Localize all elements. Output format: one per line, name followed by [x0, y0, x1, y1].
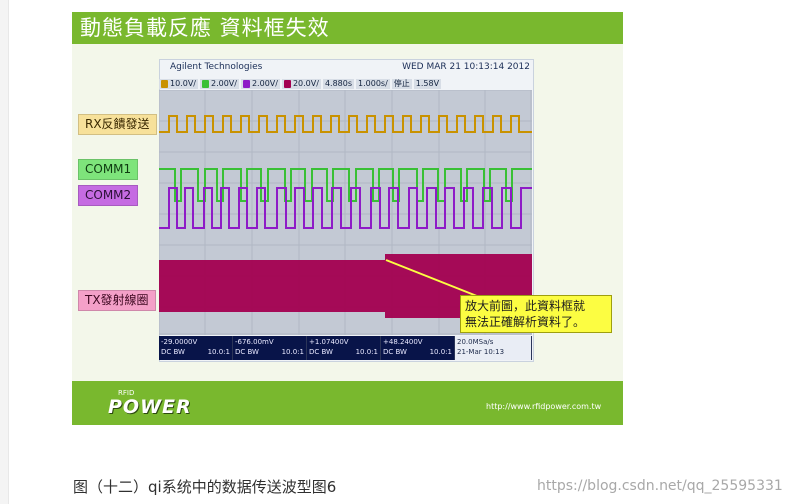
- site-url: http://www.rfidpower.com.tw: [486, 402, 602, 411]
- rx-trace: [159, 115, 532, 133]
- trigger-position: 4.880s: [322, 78, 355, 89]
- scope-status-row: 10.0V/ 2.00V/ 2.00V/ 20.0V/ 4.880s 1.000…: [159, 78, 531, 89]
- readout-3: +1.07400V DC BW 10.0:1: [307, 336, 381, 360]
- comm2-label: COMM2: [78, 185, 139, 206]
- brand-small: RFID: [118, 389, 135, 397]
- channel-1-scale: 10.0V/: [159, 78, 198, 89]
- waveform-plot: [159, 90, 532, 335]
- rx-label: RX反饋發送: [78, 114, 157, 135]
- left-rail: [0, 0, 9, 504]
- readout-2: -676.00mV DC BW 10.0:1: [233, 336, 307, 360]
- channel-3-scale: 2.00V/: [240, 78, 280, 89]
- trigger-level: 1.58V: [413, 78, 442, 89]
- slide-card: 動態負載反應 資料框失效 RFID POWER http://www.rfidp…: [72, 12, 623, 425]
- slide-header: 動態負載反應 資料框失效: [72, 12, 623, 44]
- channel-2-scale: 2.00V/: [199, 78, 239, 89]
- agilent-logo: Agilent Technologies: [170, 62, 263, 72]
- stop-state: 停止: [391, 78, 412, 89]
- channel-4-scale: 20.0V/: [281, 78, 321, 89]
- slide-footer: [72, 381, 623, 425]
- sample-rate-panel: 20.0MSa/s 21-Mar 10:13: [455, 336, 532, 360]
- time-division: 1.000s/: [356, 78, 390, 89]
- tx-envelope-before: [159, 260, 385, 312]
- brand-logo: POWER: [108, 396, 192, 418]
- comm2-trace: [159, 187, 532, 229]
- slide-title: 動態負載反應 資料框失效: [80, 16, 330, 40]
- figure-caption: 图（十二）qi系统中的数据传送波型图6: [73, 478, 337, 496]
- annotation-callout: 放大前圖，此資料框就 無法正確解析資料了。: [460, 295, 612, 333]
- readout-4: +48.2400V DC BW 10.0:1: [381, 336, 455, 360]
- scope-title: Agilent Technologies WED MAR 21 10:13:14…: [170, 62, 530, 76]
- tx-label: TX發射線圈: [78, 290, 156, 311]
- scope-timestamp: WED MAR 21 10:13:14 2012: [402, 62, 530, 72]
- readout-1: -29.0000V DC BW 10.0:1: [159, 336, 233, 360]
- watermark: https://blog.csdn.net/qq_25595331: [537, 478, 783, 494]
- scope-readouts: -29.0000V DC BW 10.0:1 -676.00mV DC BW 10.0:…: [159, 336, 532, 360]
- comm1-label: COMM1: [78, 159, 139, 180]
- waveforms-svg: [159, 90, 532, 335]
